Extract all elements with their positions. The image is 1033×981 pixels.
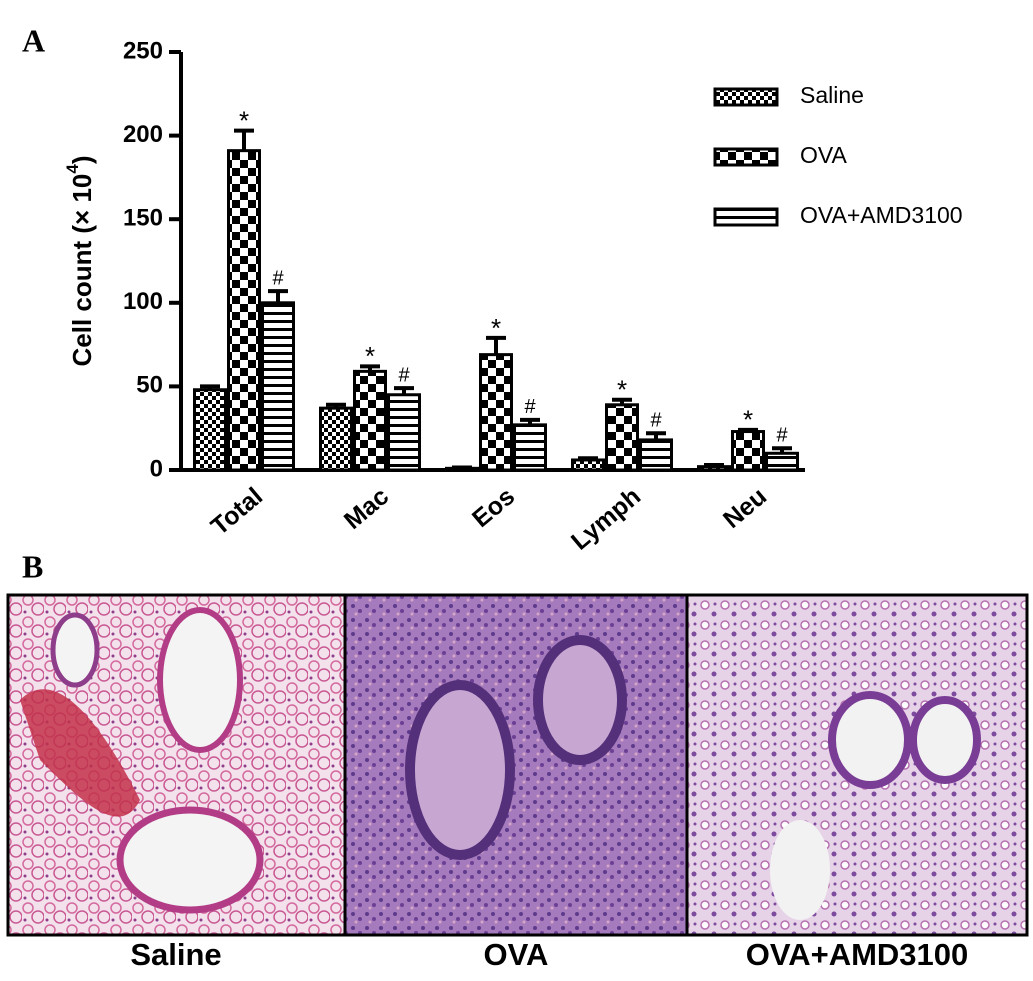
x-tick-label: Neu [718, 482, 772, 534]
bar [571, 458, 605, 472]
significance-mark: # [650, 409, 662, 431]
image-caption: OVA+AMD3100 [746, 937, 969, 972]
bar [731, 430, 765, 472]
legend-swatch [713, 207, 779, 227]
error-bar [234, 128, 254, 151]
image-caption: OVA [484, 937, 549, 972]
bar [479, 353, 513, 472]
airway [828, 691, 912, 789]
legend-label: OVA [800, 142, 848, 168]
bar [387, 393, 421, 472]
significance-mark: # [524, 396, 536, 418]
y-label-suffix: ) [67, 155, 97, 164]
image-frame [6, 593, 1029, 937]
vessel [20, 689, 140, 817]
bar [353, 369, 387, 472]
bar [697, 465, 731, 472]
significance-mark: * [491, 313, 501, 343]
airway [157, 607, 243, 753]
significance-mark: * [743, 405, 753, 435]
airway [533, 635, 627, 765]
error-bar [268, 289, 288, 303]
significance-mark: * [239, 105, 249, 135]
significance-mark: # [776, 425, 788, 447]
bar [261, 301, 295, 472]
y-tick-label: 200 [123, 121, 163, 148]
error-bar [486, 335, 506, 355]
legend-swatch [713, 87, 779, 107]
image-caption: Saline [130, 937, 221, 972]
y-tick-label: 100 [123, 288, 163, 315]
bar [765, 451, 799, 472]
legend-swatch [713, 147, 779, 167]
y-tick-label: 0 [150, 455, 163, 482]
y-tick-label: 250 [123, 37, 163, 64]
bar [193, 388, 227, 472]
significance-mark: # [272, 267, 284, 289]
airway [909, 696, 981, 784]
airway [116, 806, 264, 914]
y-label-text: Cell count (× 10 [67, 174, 97, 367]
significance-mark: * [617, 375, 627, 405]
y-tick-label: 50 [136, 372, 163, 399]
legend-label: Saline [800, 82, 864, 108]
bar [319, 406, 353, 472]
bar [639, 438, 673, 472]
x-tick-label: Mac [339, 482, 394, 535]
panel-label: B [22, 548, 43, 584]
significance-mark: # [398, 364, 410, 386]
airway [405, 680, 515, 860]
x-tick-label: Lymph [566, 482, 646, 556]
histology-panels [6, 593, 1029, 937]
bar [227, 149, 261, 472]
y-axis-label: Cell count (× 104) [63, 155, 96, 366]
panel-label: A [22, 22, 45, 58]
y-label-superscript: 4 [63, 164, 82, 174]
alveolar-space [770, 820, 830, 920]
bar [445, 466, 479, 472]
y-axis-title: Cell count (× 104) [63, 155, 96, 366]
bar [605, 403, 639, 472]
y-tick-label: 150 [123, 205, 163, 232]
legend-label: OVA+AMD3100 [800, 202, 963, 228]
airway [50, 612, 100, 688]
x-tick-label: Total [206, 482, 268, 541]
significance-mark: * [365, 341, 375, 371]
bar [513, 423, 547, 472]
x-tick-label: Eos [467, 482, 520, 533]
image-ova [345, 595, 687, 935]
